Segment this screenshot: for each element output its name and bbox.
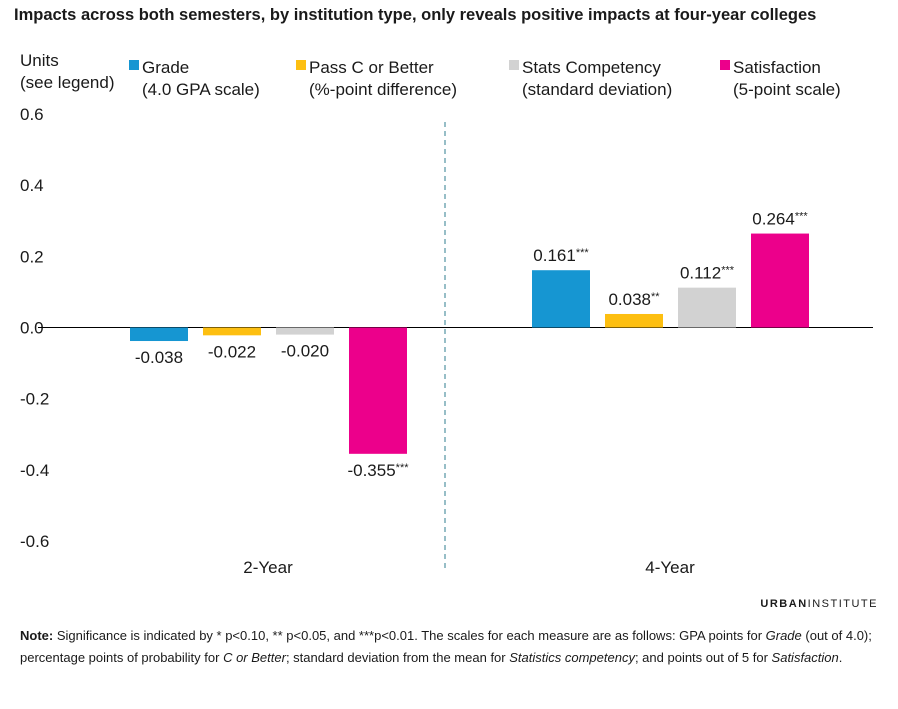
data-label: 0.264***	[752, 210, 808, 229]
note-segment: C or Better	[223, 649, 286, 665]
bar	[751, 233, 809, 328]
bar	[678, 287, 736, 328]
y-tick-label: 0.2	[20, 247, 44, 266]
bar	[605, 313, 663, 328]
data-label-value: 0.161	[533, 246, 576, 265]
brand-part-1: URBAN	[760, 598, 808, 610]
x-category-label: 4-Year	[645, 558, 695, 577]
bar-chart: Units (see legend) Grade (4.0 GPA scale) Pa…	[20, 51, 873, 577]
y-axis-ticks: 0.6 0.4 0.2 0.0 -0.2 -0.4 -0.6	[20, 105, 49, 551]
legend-sublabel: (5-point scale)	[733, 80, 841, 99]
x-category-label: 2-Year	[243, 558, 293, 577]
bar	[203, 327, 261, 336]
data-label-value: -0.355	[347, 461, 395, 480]
footnote: Note: Significance is indicated by * p<0…	[20, 625, 880, 668]
data-label: -0.355***	[347, 461, 409, 480]
legend-label: Satisfaction	[733, 58, 821, 77]
bar	[276, 327, 334, 335]
bar	[349, 327, 407, 454]
note-segment: .	[838, 649, 843, 665]
note-segment: Grade	[765, 628, 802, 643]
data-label: 0.112***	[680, 264, 735, 283]
significance-stars: ***	[396, 462, 410, 474]
data-label-value: -0.020	[281, 342, 329, 361]
legend: Grade (4.0 GPA scale) Pass C or Better (%-p…	[129, 58, 841, 99]
data-label: 0.038**	[608, 290, 660, 309]
data-label-value: 0.112	[680, 264, 721, 283]
bar	[130, 327, 188, 342]
significance-stars: **	[651, 291, 660, 303]
data-label: 0.161***	[533, 246, 589, 265]
y-tick-label: -0.6	[20, 532, 49, 551]
y-tick-label: 0.4	[20, 176, 44, 195]
y-axis-title-line: (see legend)	[20, 73, 115, 92]
bar	[532, 270, 590, 328]
note-segment: ; standard deviation from the mean for	[285, 649, 510, 665]
y-tick-label: -0.2	[20, 390, 49, 409]
data-label: -0.022	[208, 342, 256, 361]
bars	[38, 122, 873, 568]
data-label-value: -0.038	[135, 348, 183, 367]
legend-swatch	[129, 60, 139, 70]
legend-label: Stats Competency	[522, 58, 661, 77]
legend-swatch	[509, 60, 519, 70]
legend-label: Grade	[142, 58, 189, 77]
data-label: -0.038	[135, 348, 183, 367]
legend-swatch	[296, 60, 306, 70]
legend-sublabel: (4.0 GPA scale)	[142, 80, 260, 99]
significance-stars: ***	[721, 265, 735, 277]
chart-title: Impacts across both semesters, by instit…	[14, 6, 817, 24]
note-segment: ; and points out of 5 for	[634, 649, 772, 665]
data-label-value: 0.264	[752, 210, 795, 229]
data-labels: -0.0380.161***-0.0220.038**-0.0200.112**…	[135, 210, 809, 480]
note-segment: Significance is indicated by * p<0.10, *…	[53, 628, 766, 643]
note-segment: Statistics competency	[509, 649, 635, 665]
data-label-value: -0.022	[208, 342, 256, 361]
legend-label: Pass C or Better	[309, 58, 434, 77]
data-label-value: 0.038	[608, 290, 651, 309]
y-axis-title-line: Units	[20, 51, 59, 70]
y-tick-label: 0.0	[20, 319, 44, 338]
y-axis-title: Units (see legend)	[20, 51, 115, 92]
brand-logo: URBANINSTITUTE	[760, 598, 878, 610]
note-body: Significance is indicated by * p<0.10, *…	[20, 628, 872, 665]
legend-sublabel: (%-point difference)	[309, 80, 457, 99]
y-tick-label: 0.6	[20, 105, 44, 124]
note-segment: Satisfaction	[771, 649, 839, 665]
y-tick-label: -0.4	[20, 461, 49, 480]
significance-stars: ***	[576, 247, 590, 259]
note-label: Note:	[20, 628, 54, 643]
data-label: -0.020	[281, 342, 329, 361]
x-axis-categories: 2-Year 4-Year	[243, 558, 695, 577]
significance-stars: ***	[795, 211, 809, 223]
legend-sublabel: (standard deviation)	[522, 80, 672, 99]
legend-swatch	[720, 60, 730, 70]
note-segment: (out of 4.0); percentage points of proba…	[20, 628, 872, 665]
brand-part-2: INSTITUTE	[807, 598, 878, 610]
